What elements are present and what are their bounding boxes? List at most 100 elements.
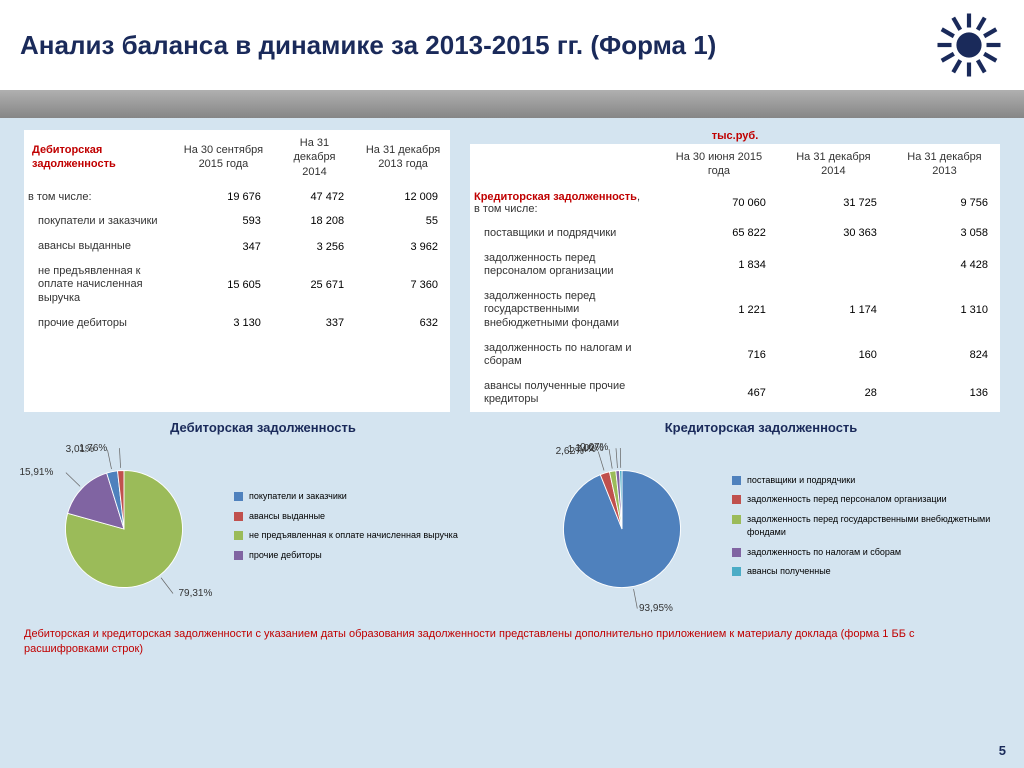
cell-value: 160 (778, 336, 889, 374)
cell-value: 467 (660, 374, 778, 412)
tables-row: Дебиторская задолженность На 30 сентября… (24, 130, 1000, 412)
unit-label: тыс.руб. (470, 130, 1000, 142)
debit-total-1: 47 472 (273, 185, 356, 209)
pie-slice-label: 15,91% (19, 467, 53, 478)
legend-swatch (234, 492, 243, 501)
legend-swatch (732, 495, 741, 504)
legend-swatch (732, 567, 741, 576)
pie-slice-label: 79,31% (178, 588, 212, 599)
debit-chart-block: Дебиторская задолженность 79,31%15,91%3,… (24, 420, 502, 619)
credit-legend: поставщики и подрядчики задолженность пер… (732, 474, 1000, 585)
row-label: поставщики и подрядчики (470, 221, 660, 246)
gray-divider-bar (0, 90, 1024, 118)
legend-swatch (234, 512, 243, 521)
debit-chart-title: Дебиторская задолженность (24, 420, 502, 435)
debit-pie-chart: 79,31%15,91%3,01%1,76% (24, 439, 224, 619)
credit-col-2: На 31 декабря 2013 (889, 144, 1000, 185)
cell-value: 3 962 (356, 234, 450, 259)
legend-label: задолженность перед персоналом организац… (747, 493, 947, 507)
legend-item: поставщики и подрядчики (732, 474, 1000, 488)
cell-value: 1 221 (660, 284, 778, 336)
pie-slice-label: 1,76% (79, 443, 107, 454)
table-row: покупатели и заказчики59318 20855 (24, 209, 450, 234)
row-label: задолженность перед персоналом организац… (470, 246, 660, 284)
legend-item: задолженность перед государственными вне… (732, 513, 1000, 540)
cell-value (778, 246, 889, 284)
cell-value: 18 208 (273, 209, 356, 234)
legend-label: не предъявленная к оплате начисленная вы… (249, 529, 458, 543)
row-label: авансы выданные (24, 234, 174, 259)
cell-value: 3 130 (174, 311, 273, 336)
row-label: авансы полученные прочие кредиторы (470, 374, 660, 412)
page-number: 5 (999, 743, 1006, 758)
credit-table-wrap: тыс.руб. На 30 июня 2015 года На 31 дека… (470, 130, 1000, 412)
credit-chart-title: Кредиторская задолженность (522, 420, 1000, 435)
row-label: не предъявленная к оплате начисленная вы… (24, 259, 174, 311)
legend-swatch (732, 515, 741, 524)
credit-col-0: На 30 июня 2015 года (660, 144, 778, 185)
debit-table: Дебиторская задолженность На 30 сентября… (24, 130, 450, 336)
legend-swatch (234, 531, 243, 540)
credit-subtitle: в том числе: (474, 203, 538, 215)
legend-item: покупатели и заказчики (234, 490, 458, 504)
legend-swatch (732, 548, 741, 557)
legend-label: задолженность перед государственными вне… (747, 513, 1000, 540)
legend-item: авансы полученные (732, 565, 1000, 579)
credit-table: На 30 июня 2015 года На 31 декабря 2014 … (470, 144, 1000, 412)
debit-table-block: Дебиторская задолженность На 30 сентября… (24, 130, 450, 412)
cell-value: 30 363 (778, 221, 889, 246)
legend-item: авансы выданные (234, 510, 458, 524)
credit-total-1: 31 725 (778, 185, 889, 221)
header-bar: Анализ баланса в динамике за 2013-2015 г… (0, 0, 1024, 90)
page-title: Анализ баланса в динамике за 2013-2015 г… (20, 30, 716, 61)
cell-value: 632 (356, 311, 450, 336)
cell-value: 136 (889, 374, 1000, 412)
cell-value: 55 (356, 209, 450, 234)
table-row: авансы выданные3473 2563 962 (24, 234, 450, 259)
table-row: задолженность по налогам и сборам7161608… (470, 336, 1000, 374)
row-label: покупатели и заказчики (24, 209, 174, 234)
debit-legend: покупатели и заказчики авансы выданные не … (234, 490, 458, 568)
credit-total-2: 9 756 (889, 185, 1000, 221)
row-label: прочие дебиторы (24, 311, 174, 336)
content-area: Дебиторская задолженность На 30 сентября… (0, 118, 1024, 660)
legend-swatch (732, 476, 741, 485)
debit-total-2: 12 009 (356, 185, 450, 209)
legend-swatch (234, 551, 243, 560)
credit-table-block: На 30 июня 2015 года На 31 декабря 2014 … (470, 144, 1000, 412)
legend-item: задолженность по налогам и сборам (732, 546, 1000, 560)
legend-item: прочие дебиторы (234, 549, 458, 563)
debit-total-0: 19 676 (174, 185, 273, 209)
table-row: не предъявленная к оплате начисленная вы… (24, 259, 450, 311)
pie-slice-label: 0,67% (580, 442, 608, 453)
cell-value: 337 (273, 311, 356, 336)
row-label: задолженность перед государственными вне… (470, 284, 660, 336)
credit-table-title: Кредиторская задолженность (474, 191, 637, 203)
cell-value: 3 256 (273, 234, 356, 259)
credit-total-0: 70 060 (660, 185, 778, 221)
debit-col-2: На 31 декабря 2013 года (356, 130, 450, 185)
legend-label: поставщики и подрядчики (747, 474, 855, 488)
credit-col-1: На 31 декабря 2014 (778, 144, 889, 185)
legend-label: прочие дебиторы (249, 549, 322, 563)
cell-value: 716 (660, 336, 778, 374)
table-row: прочие дебиторы3 130337632 (24, 311, 450, 336)
credit-chart-block: Кредиторская задолженность 93,95%2,62%1,… (522, 420, 1000, 619)
cell-value: 65 822 (660, 221, 778, 246)
cell-value: 1 174 (778, 284, 889, 336)
table-row: задолженность перед государственными вне… (470, 284, 1000, 336)
cell-value: 347 (174, 234, 273, 259)
row-label: задолженность по налогам и сборам (470, 336, 660, 374)
footnote-text: Дебиторская и кредиторская задолженности… (24, 627, 1000, 656)
legend-label: задолженность по налогам и сборам (747, 546, 901, 560)
cell-value: 1 834 (660, 246, 778, 284)
cell-value: 593 (174, 209, 273, 234)
cell-value: 4 428 (889, 246, 1000, 284)
credit-pie-chart: 93,95%2,62%1,74%1,02%0,67% (522, 439, 722, 619)
table-row: задолженность перед персоналом организац… (470, 246, 1000, 284)
cell-value: 1 310 (889, 284, 1000, 336)
legend-item: не предъявленная к оплате начисленная вы… (234, 529, 458, 543)
debit-subtitle: в том числе: (24, 185, 174, 209)
credit-title-row: Кредиторская задолженность, в том числе: (470, 185, 660, 221)
company-logo (934, 10, 1004, 80)
